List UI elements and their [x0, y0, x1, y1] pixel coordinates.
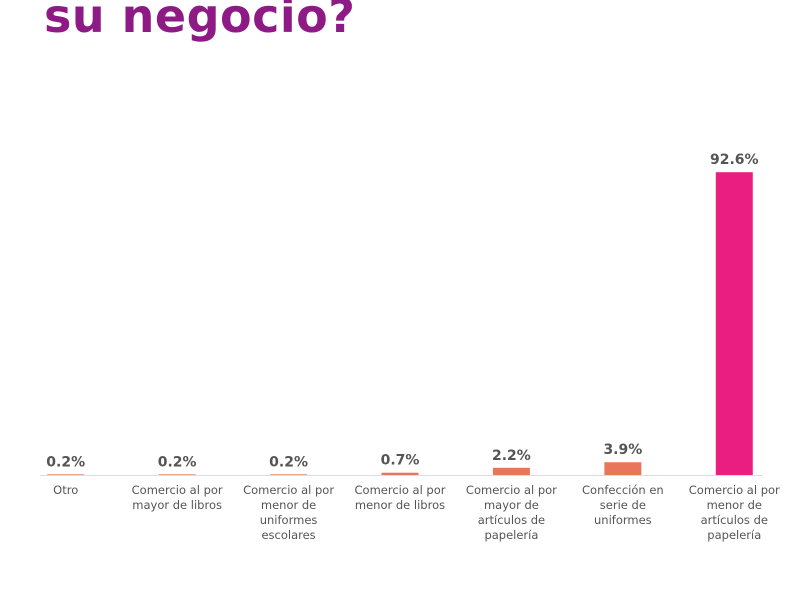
value-label-5: 3.9% — [603, 442, 642, 458]
category-label-2-line-0: Comercio al por — [243, 483, 334, 497]
value-label-6: 92.6% — [710, 152, 759, 168]
bars-group — [47, 172, 753, 475]
category-label-5: Confección en serie de uniformes — [582, 483, 664, 527]
category-label-5-line-2: uniformes — [594, 513, 652, 527]
value-label-1: 0.2% — [158, 454, 197, 470]
category-label-5-line-0: Confección en — [582, 483, 664, 497]
bar-5 — [604, 462, 642, 475]
value-label-0: 0.2% — [46, 454, 85, 470]
category-label-6-line-1: menor de — [707, 498, 762, 512]
category-label-2-line-3: escolares — [261, 528, 315, 542]
category-label-6-line-2: artículos de — [701, 513, 768, 527]
bar-0 — [47, 474, 85, 475]
value-label-3: 0.7% — [381, 453, 420, 469]
category-label-0-line-0: Otro — [53, 483, 78, 497]
category-label-3-line-1: menor de libros — [355, 498, 445, 512]
page-title: su negocio? — [44, 0, 356, 43]
category-label-2-line-2: uniformes — [260, 513, 318, 527]
bar-1 — [158, 474, 196, 475]
category-label-5-line-1: serie de — [600, 498, 646, 512]
category-label-2-line-1: menor de — [261, 498, 316, 512]
bar-3 — [381, 472, 419, 475]
category-label-3-line-0: Comercio al por — [355, 483, 446, 497]
bar-4 — [492, 467, 530, 475]
value-labels-group: 0.2% 0.2% 0.2% 0.7% 2.2% 3.9% 92.6% — [46, 152, 758, 470]
value-label-2: 0.2% — [269, 454, 308, 470]
bar-6 — [715, 172, 753, 475]
category-label-1-line-1: mayor de libros — [132, 498, 222, 512]
bar-2 — [270, 474, 308, 475]
category-label-3: Comercio al por menor de libros — [355, 483, 446, 512]
category-label-2: Comercio al por menor de uniformes escolare… — [243, 483, 334, 542]
category-label-4-line-1: mayor de — [484, 498, 539, 512]
category-label-6-line-3: papelería — [707, 528, 761, 542]
value-label-4: 2.2% — [492, 448, 531, 464]
category-label-4-line-2: artículos de — [478, 513, 545, 527]
category-labels-group: Otro Comercio al por mayor de librosComerc… — [53, 483, 780, 542]
category-label-1: Comercio al por mayor de libros — [132, 483, 223, 512]
category-label-4-line-0: Comercio al por — [466, 483, 557, 497]
category-label-4-line-3: papelería — [484, 528, 538, 542]
category-label-0: Otro — [53, 483, 78, 497]
category-label-1-line-0: Comercio al por — [132, 483, 223, 497]
category-label-6-line-0: Comercio al por — [689, 483, 780, 497]
category-label-6: Comercio al por menor de artículos de papel… — [689, 483, 780, 542]
category-label-4: Comercio al por mayor de artículos de papel… — [466, 483, 557, 542]
